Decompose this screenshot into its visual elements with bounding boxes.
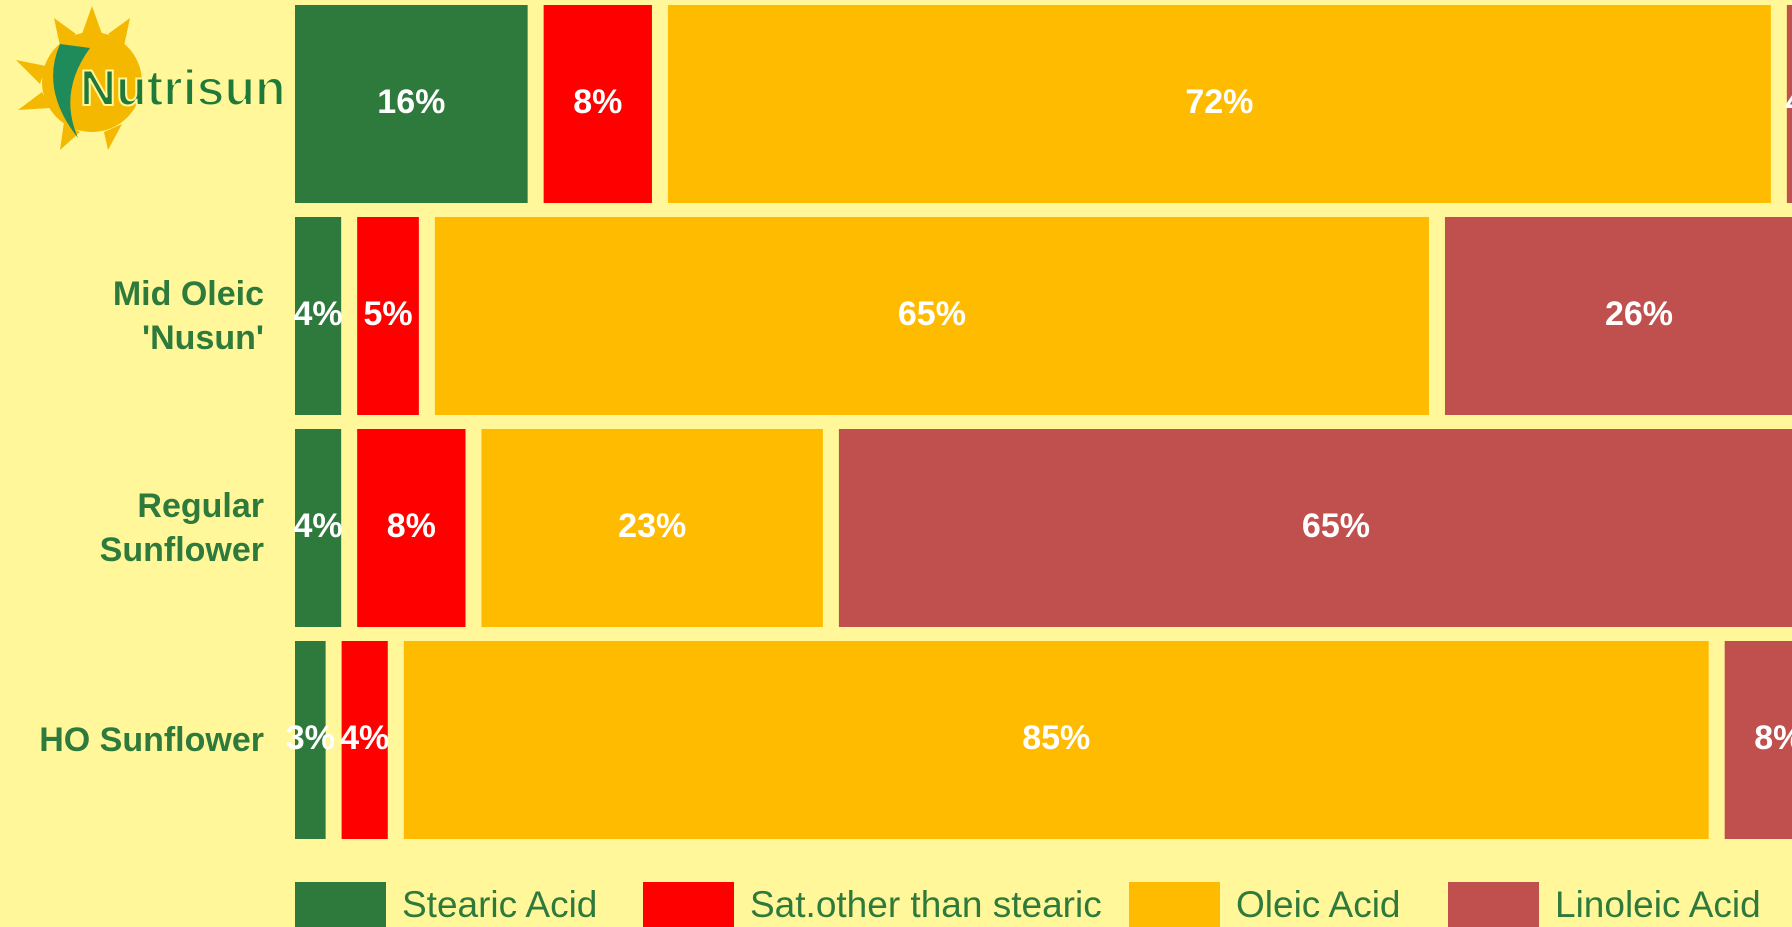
bar-segment [667, 5, 1771, 203]
data-label: 4% [294, 507, 343, 545]
data-label: 4% [340, 719, 389, 757]
logo-text: Nutrisun [80, 60, 286, 116]
data-label: 72% [1185, 83, 1253, 121]
data-label: 85% [1022, 719, 1090, 757]
data-label: 8% [1754, 719, 1792, 757]
bar-segment [1724, 641, 1792, 839]
bar-segment [295, 217, 342, 415]
data-label: 16% [377, 83, 445, 121]
y-tick-label: Regular Sunflower [99, 487, 264, 569]
legend-swatch [1129, 882, 1220, 927]
bar-segment [543, 5, 652, 203]
data-label: 4% [294, 295, 343, 333]
data-label: 23% [618, 507, 686, 545]
bar-segment [295, 5, 528, 203]
legend-label: Linoleic Acid [1555, 884, 1761, 925]
data-label: 65% [1302, 507, 1370, 545]
data-label: 4% [1785, 83, 1792, 121]
bar-segment [295, 429, 342, 627]
logo: Nutrisun [16, 6, 287, 150]
data-label: 8% [387, 507, 436, 545]
bar-segment [403, 641, 1709, 839]
data-label: 5% [363, 295, 412, 333]
legend-swatch [1448, 882, 1539, 927]
legend-label: Sat.other than stearic [750, 884, 1102, 925]
legend-label: Oleic Acid [1236, 884, 1401, 925]
bar-segment [838, 429, 1792, 627]
data-label: 26% [1605, 295, 1673, 333]
bar-segment [434, 217, 1429, 415]
y-tick-label: HO Sunflower [39, 721, 264, 759]
bar-segment [341, 641, 388, 839]
logo-leaf [53, 44, 90, 138]
legend-swatch [643, 882, 734, 927]
data-label: 65% [898, 295, 966, 333]
bar-segment [481, 429, 823, 627]
bar-segment [1444, 217, 1792, 415]
legend-swatch [295, 882, 386, 927]
bar-segment [357, 217, 419, 415]
bar-segment [357, 429, 466, 627]
data-label: 8% [573, 83, 622, 121]
bar-segment [1786, 5, 1792, 203]
data-label: 3% [286, 719, 335, 757]
bar-segment [295, 641, 326, 839]
legend-label: Stearic Acid [402, 884, 597, 925]
y-tick-label: Mid Oleic 'Nusun' [112, 275, 264, 357]
